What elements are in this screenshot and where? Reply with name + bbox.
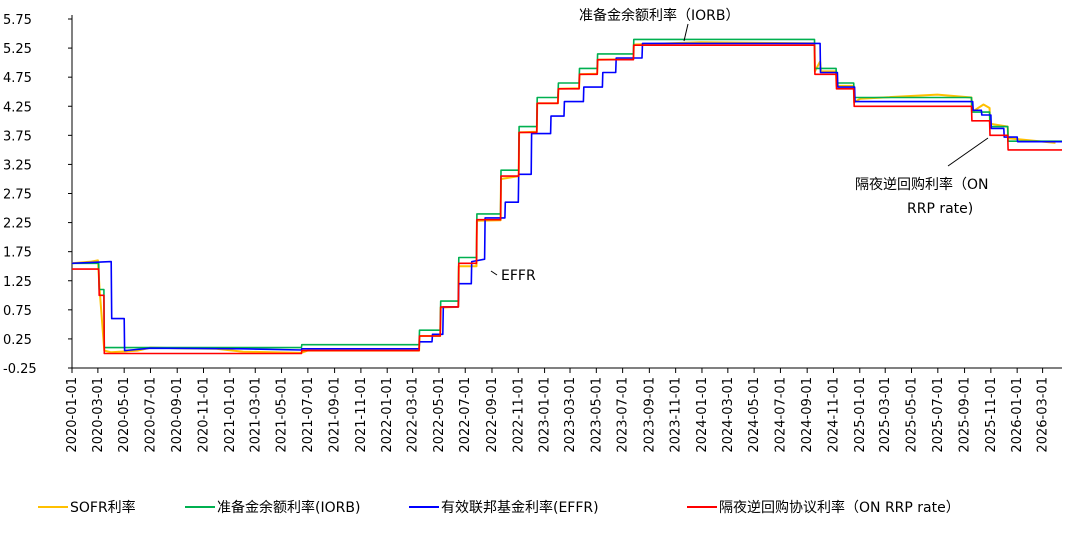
rrp-annotation-leader <box>947 137 989 167</box>
x-axis: 2020-01-01 2020-03-01 2020-05-01 2020-07-01… <box>65 367 1062 453</box>
x-tick-label: 2020-11-01 <box>197 377 212 453</box>
y-tick-label: 1.25 <box>3 275 32 290</box>
series-lines <box>71 38 1062 355</box>
x-tick-label: 2023-11-01 <box>669 377 684 453</box>
x-tick-label: 2024-01-01 <box>695 377 710 453</box>
x-tick-label: 2025-11-01 <box>984 377 999 453</box>
legend-label: 隔夜逆回购协议利率（ON RRP rate） <box>719 499 960 516</box>
series-line-rrp <box>72 44 1062 355</box>
y-tick-label: 5.75 <box>3 13 32 28</box>
iorb-annotation-leader <box>683 23 689 42</box>
x-tick-label: 2025-03-01 <box>878 377 893 453</box>
x-tick-label: 2021-09-01 <box>328 377 343 453</box>
x-tick-label: 2021-05-01 <box>275 377 290 453</box>
x-tick-label: 2024-11-01 <box>826 377 841 453</box>
annotations: 准备金余额利率（IORB） EFFR 隔夜逆回购利率（ON RRP rate) <box>490 7 989 284</box>
y-tick-label: 3.25 <box>3 158 32 173</box>
effr-annotation: EFFR <box>501 268 536 284</box>
x-tick-label: 2024-09-01 <box>800 377 815 453</box>
y-tick-label: 0.75 <box>3 304 32 319</box>
x-tick-label: 2025-09-01 <box>958 377 973 453</box>
x-tick-label: 2023-01-01 <box>538 377 553 453</box>
x-tick-label: 2022-09-01 <box>485 377 500 453</box>
x-tick-label: 2025-07-01 <box>931 377 946 453</box>
y-tick-label: 1.75 <box>3 246 32 261</box>
x-tick-label: 2021-07-01 <box>301 377 316 453</box>
legend: SOFR利率 准备金余额利率(IORB) 有效联邦基金利率(EFFR) 隔夜逆回购协议… <box>38 499 960 516</box>
x-tick-label: 2023-09-01 <box>642 377 657 453</box>
x-tick-label: 2023-03-01 <box>563 377 578 453</box>
y-axis: 5.75 5.25 4.75 4.25 3.75 3.25 2.75 2.25 1.75 1.25… <box>3 13 73 377</box>
x-tick-label: 2023-05-01 <box>589 377 604 453</box>
x-tick-label: 2020-07-01 <box>143 377 158 453</box>
rrp-annotation-line2: RRP rate) <box>907 201 973 217</box>
x-tick-label: 2022-11-01 <box>511 377 526 453</box>
legend-label: 有效联邦基金利率(EFFR) <box>441 499 599 516</box>
x-tick-label: 2020-05-01 <box>117 377 132 453</box>
legend-label: 准备金余额利率(IORB) <box>217 499 360 516</box>
x-tick-label: 2025-01-01 <box>853 377 868 453</box>
x-tick-label: 2026-03-01 <box>1036 377 1051 453</box>
y-tick-label: 2.75 <box>3 188 32 203</box>
legend-item-rrp: 隔夜逆回购协议利率（ON RRP rate） <box>687 499 960 516</box>
x-tick-label: 2021-01-01 <box>223 377 238 453</box>
y-tick-label: -0.25 <box>3 362 37 377</box>
x-tick-label: 2021-11-01 <box>354 377 369 453</box>
y-tick-label: 2.25 <box>3 217 32 232</box>
y-tick-label: 0.25 <box>3 333 32 348</box>
x-tick-label: 2023-07-01 <box>616 377 631 453</box>
y-tick-label: 3.75 <box>3 129 32 144</box>
x-tick-label: 2024-07-01 <box>773 377 788 453</box>
series-line-iorb <box>72 38 1062 349</box>
x-tick-label: 2024-05-01 <box>747 377 762 453</box>
x-tick-label: 2026-01-01 <box>1010 377 1025 453</box>
legend-item-iorb: 准备金余额利率(IORB) <box>185 499 360 516</box>
x-tick-label: 2024-03-01 <box>721 377 736 453</box>
x-tick-label: 2022-07-01 <box>458 377 473 453</box>
rrp-annotation-line1: 隔夜逆回购利率（ON <box>855 176 989 193</box>
y-tick-label: 4.25 <box>3 100 32 115</box>
legend-item-effr: 有效联邦基金利率(EFFR) <box>409 499 599 516</box>
y-tick-label: 5.25 <box>3 42 32 57</box>
x-tick-label: 2025-05-01 <box>905 377 920 453</box>
x-tick-label: 2020-09-01 <box>170 377 185 453</box>
x-tick-label: 2022-03-01 <box>406 377 421 453</box>
legend-item-sofr: SOFR利率 <box>38 499 136 516</box>
iorb-annotation: 准备金余额利率（IORB） <box>579 7 739 24</box>
effr-annotation-leader <box>490 270 498 276</box>
x-tick-label: 2022-01-01 <box>380 377 395 453</box>
x-tick-label: 2021-03-01 <box>248 377 263 453</box>
x-tick-label: 2022-05-01 <box>432 377 447 453</box>
x-tick-label: 2020-01-01 <box>65 377 80 453</box>
legend-label: SOFR利率 <box>70 499 136 516</box>
x-tick-label: 2020-03-01 <box>91 377 106 453</box>
y-tick-label: 4.75 <box>3 71 32 86</box>
